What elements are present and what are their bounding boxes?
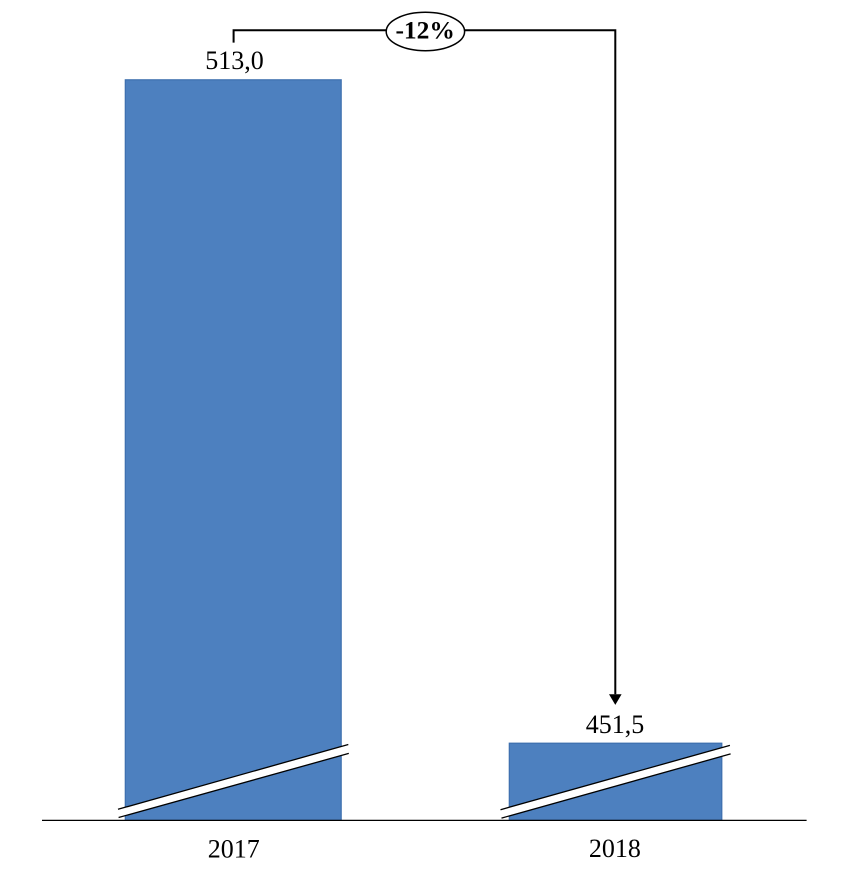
svg-text:451,5: 451,5: [586, 710, 645, 739]
svg-text:2018: 2018: [589, 834, 641, 863]
svg-text:-12%: -12%: [395, 16, 455, 45]
svg-text:513,0: 513,0: [205, 46, 264, 75]
svg-text:2017: 2017: [208, 834, 260, 863]
